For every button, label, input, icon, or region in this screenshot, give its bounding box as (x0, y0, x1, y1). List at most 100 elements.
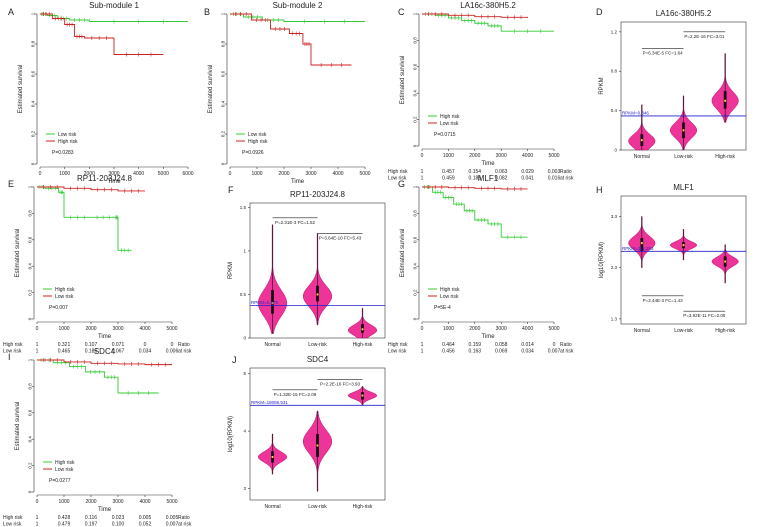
risk-value: 0.003 (548, 169, 561, 175)
y-tick-label: 0 (413, 144, 418, 147)
y-axis-label: log10(RPKM) (599, 242, 605, 278)
y-tick-label: 1.2 (611, 29, 618, 34)
series-line (37, 186, 132, 251)
y-tick-label: 3.3 (611, 214, 618, 219)
x-tick-label: 1000 (58, 499, 69, 505)
x-tick-label: 4000 (522, 326, 533, 332)
risk-value: 0.063 (495, 169, 508, 175)
risk-value: 0.007 (548, 349, 561, 355)
x-tick-label: 5000 (359, 171, 370, 177)
risk-value: 0.107 (85, 342, 98, 348)
y-tick-label: 4 (243, 429, 246, 434)
y-tick-label: 0.6 (28, 236, 33, 243)
y-tick-label: 0.5 (240, 292, 247, 297)
y-axis-label: Estimated survival (15, 229, 21, 278)
violin-median (682, 244, 685, 247)
y-tick-label: 0.2 (221, 130, 226, 137)
risk-row-label: High risk (388, 342, 408, 348)
x-tick-label: 3000 (496, 326, 507, 332)
y-tick-label: 1 (28, 358, 33, 361)
x-tick-label: Low-risk (674, 328, 693, 334)
legend-label: Low risk (440, 294, 459, 300)
y-tick-label: 0.2 (28, 462, 33, 469)
risk-value: 0.456 (442, 349, 455, 355)
series-line (37, 186, 145, 192)
y-tick-label: 0.6 (413, 63, 418, 70)
risk-value: 0.465 (58, 349, 71, 355)
x-tick-label: 1000 (58, 326, 69, 332)
risk-value: 0.058 (495, 342, 508, 348)
y-axis-label: log10(RPKM) (228, 416, 234, 452)
panel-letter: A (8, 7, 14, 17)
p-value: P=0.0715 (434, 132, 456, 138)
legend-label: High risk (440, 287, 460, 293)
reference-label: RPKM=311.253 (622, 246, 654, 251)
panel-C: C LA16c-380H5.2 0 0.2 0.4 0.6 0.8 1 0 1000 2000 300… (388, 1, 574, 182)
y-tick-label: 0 (221, 162, 226, 165)
x-tick-label: 2000 (84, 171, 95, 177)
risk-right-label: at risk (178, 349, 192, 355)
risk-value: 0.321 (58, 342, 71, 348)
chart-title: MLF1 (673, 183, 694, 192)
x-tick-label: 0 (36, 326, 39, 332)
x-axis-label: Time (98, 507, 112, 513)
panel-G: G MLF1 0 0.2 0.4 0.6 0.8 1 0 1000 2000 3000 4000 5000… (388, 174, 574, 355)
risk-value: 0.189 (469, 176, 482, 182)
panel-letter: B (204, 7, 210, 17)
risk-value: 1 (36, 342, 39, 348)
chart-title: Sub-module 1 (89, 1, 139, 10)
comparison-label: P=2.2E-16 FC=3.01 (684, 34, 725, 39)
panel-letter: H (596, 185, 603, 195)
x-tick-label: High-risk (353, 342, 373, 348)
comparison-label: P=2.31E-3 FC=1.52 (275, 220, 316, 225)
legend-label: High risk (58, 139, 78, 145)
risk-row-label: Low risk (3, 522, 22, 527)
y-tick-label: 1 (243, 248, 246, 253)
comparison-label: P=2.44E-3 FC=1.43 (643, 298, 684, 303)
legend-label: High risk (248, 139, 268, 145)
risk-value: 0.459 (442, 176, 455, 182)
risk-value: 0.016 (548, 176, 561, 182)
x-tick-label: 0 (39, 171, 42, 177)
chart-title: LA16c-380H5.2 (460, 1, 516, 10)
panel-letter: J (232, 355, 237, 365)
risk-value: 0.071 (112, 342, 125, 348)
series-line (422, 13, 529, 18)
chart-title: RP11-203J24.8 (290, 190, 346, 199)
chart-title: Sub-module 2 (273, 1, 323, 10)
risk-value: 0.464 (442, 342, 455, 348)
y-tick-label: 0.8 (31, 40, 36, 47)
y-tick-label: 1 (413, 185, 418, 188)
risk-value: 0.005 (166, 515, 179, 521)
y-tick-label: 0.6 (221, 70, 226, 77)
x-tick-label: 2000 (85, 499, 96, 505)
series-line (230, 13, 352, 66)
panel-A: A Sub-module 1 0 0.2 0.4 0.6 0.8 1 0 1000 2000 3000… (8, 1, 194, 185)
x-tick-label: 6000 (182, 171, 193, 177)
y-axis-label: RPKM (228, 262, 234, 279)
risk-value: 1 (421, 176, 424, 182)
p-value: P=0.007 (49, 305, 68, 311)
x-tick-label: 0 (421, 153, 424, 159)
risk-value: 0.067 (112, 349, 125, 355)
y-tick-label: 0.8 (28, 383, 33, 390)
panel-D: D LA16c-380H5.2 0 0.4 0.8 1.2 Normal Low-risk Hi… (596, 7, 747, 160)
x-tick-label: Normal (264, 504, 280, 510)
series-line (422, 186, 528, 190)
violin-median (361, 328, 364, 331)
risk-right-label: at risk (178, 522, 192, 527)
violin-median (724, 260, 727, 263)
panel-F: F RP11-203J24.8 0 0.5 1 1.5 Normal Low-risk High… (228, 185, 386, 348)
y-axis-label: Estimated survival (208, 65, 214, 114)
y-tick-label: 0.8 (221, 40, 226, 47)
y-tick-label: 0.4 (611, 108, 618, 113)
risk-right-label: Ratio (560, 342, 572, 348)
risk-value: 0.029 (521, 169, 534, 175)
x-tick-label: 0 (421, 326, 424, 332)
panel-H: H MLF1 1.3 2.3 3.3 Normal Low-risk High-risk log… (596, 183, 747, 334)
legend-label: Low risk (55, 294, 74, 300)
violin-median (271, 302, 274, 305)
risk-value: 0.005 (139, 515, 152, 521)
y-tick-label: 0.4 (221, 100, 226, 107)
y-tick-label: 0.6 (28, 409, 33, 416)
